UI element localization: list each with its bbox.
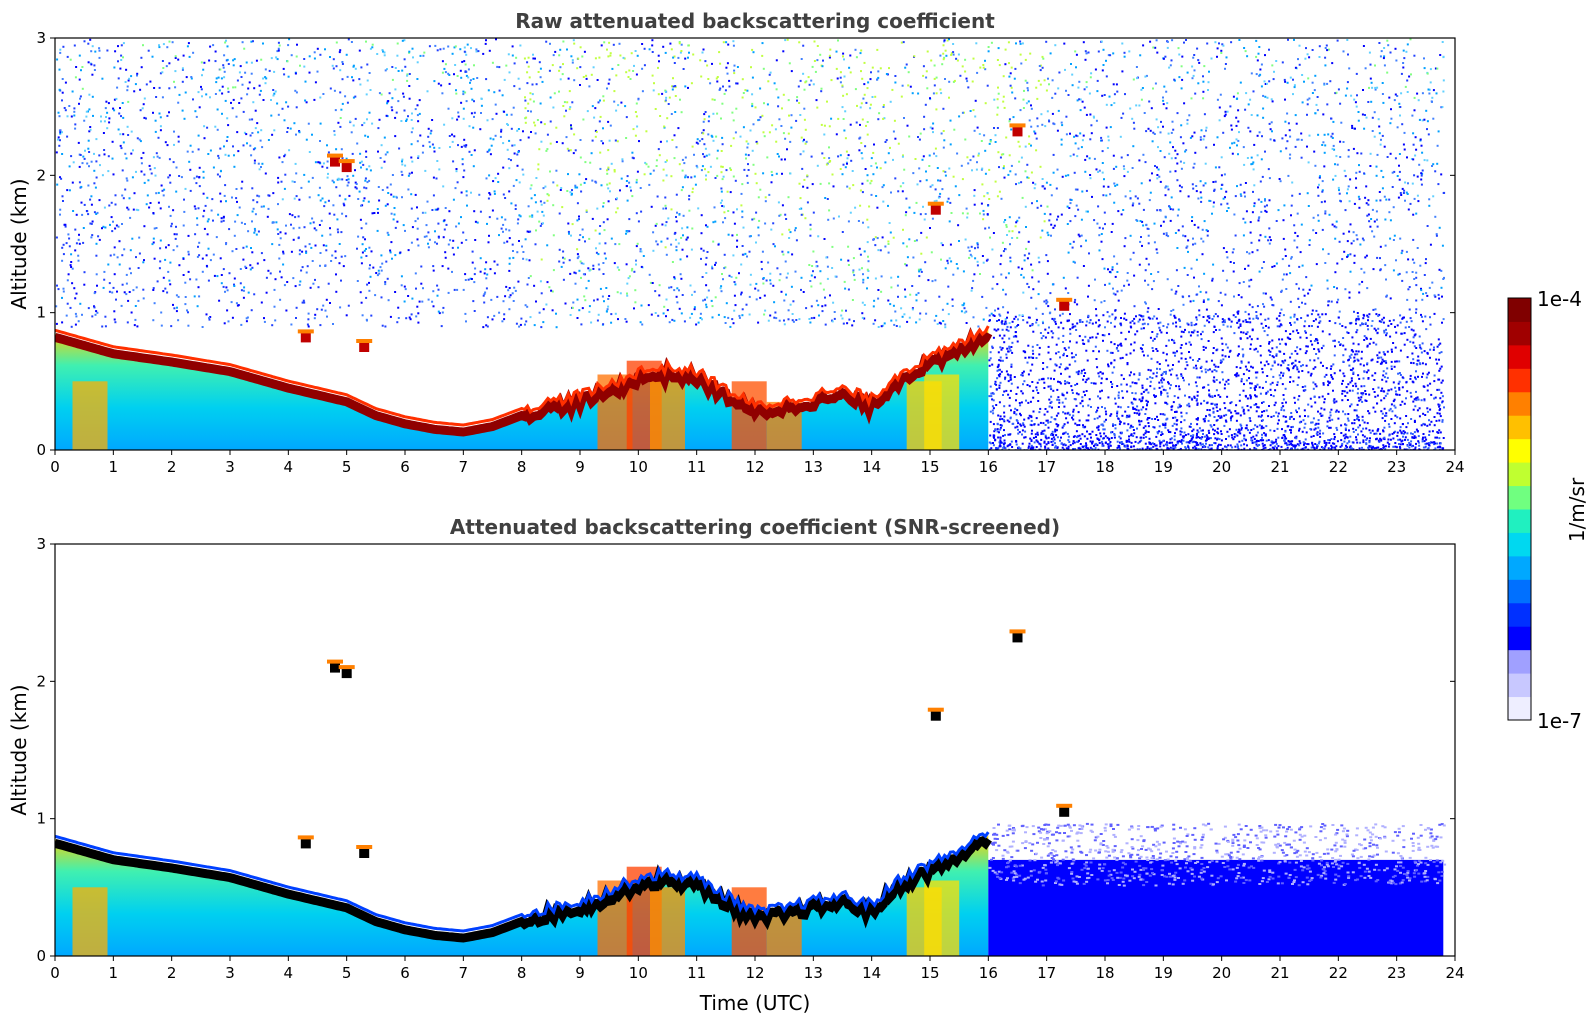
x-tick-label: 11 <box>687 964 706 982</box>
colorbar-swatch <box>1508 602 1531 627</box>
y-tick-label: 1 <box>36 304 46 322</box>
x-tick-label: 20 <box>1212 964 1231 982</box>
colorbar: 1e-4 1e-7 1/m/sr <box>1507 287 1589 733</box>
colorbar-max-label: 1e-4 <box>1537 287 1582 311</box>
colorbar-swatch <box>1508 391 1531 416</box>
x-tick-label: 15 <box>920 458 939 476</box>
x-tick-label: 5 <box>342 964 352 982</box>
x-tick-label: 2 <box>167 458 177 476</box>
x-tick-label: 19 <box>1154 964 1173 982</box>
top-chart-title: Raw attenuated backscattering coefficien… <box>515 9 995 33</box>
x-tick-label: 13 <box>804 964 823 982</box>
y-tick-label: 1 <box>36 810 46 828</box>
colorbar-swatch <box>1508 415 1531 440</box>
x-tick-label: 18 <box>1095 964 1114 982</box>
x-tick-label: 12 <box>745 964 764 982</box>
y-tick-label: 3 <box>36 535 46 553</box>
colorbar-swatch <box>1508 532 1531 557</box>
x-tick-label: 16 <box>979 458 998 476</box>
x-tick-label: 17 <box>1037 458 1056 476</box>
colorbar-swatch <box>1508 321 1531 346</box>
colorbar-swatch <box>1508 555 1531 580</box>
bottom-x-axis-label: Time (UTC) <box>699 991 811 1015</box>
x-tick-label: 7 <box>459 458 469 476</box>
x-tick-label: 22 <box>1329 964 1348 982</box>
x-tick-label: 3 <box>225 458 235 476</box>
x-tick-label: 16 <box>979 964 998 982</box>
colorbar-swatch <box>1508 298 1531 322</box>
x-tick-label: 21 <box>1270 964 1289 982</box>
colorbar-swatch <box>1508 626 1531 651</box>
x-tick-label: 0 <box>50 964 60 982</box>
x-tick-label: 4 <box>284 964 294 982</box>
x-tick-label: 8 <box>517 458 527 476</box>
colorbar-swatch <box>1508 438 1531 463</box>
x-tick-label: 4 <box>284 458 294 476</box>
colorbar-unit-label: 1/m/sr <box>1565 477 1589 542</box>
x-tick-label: 24 <box>1445 458 1464 476</box>
x-tick-label: 1 <box>109 458 119 476</box>
colorbar-swatch <box>1508 696 1531 721</box>
colorbar-min-label: 1e-7 <box>1537 709 1582 733</box>
x-tick-label: 0 <box>50 458 60 476</box>
colorbar-frame <box>1507 297 1532 721</box>
top-y-axis-label: Altitude (km) <box>7 178 31 309</box>
x-tick-label: 14 <box>862 964 881 982</box>
x-tick-label: 6 <box>400 458 410 476</box>
x-tick-label: 11 <box>687 458 706 476</box>
x-tick-label: 6 <box>400 964 410 982</box>
x-tick-label: 10 <box>629 458 648 476</box>
top-y-axis: 0 1 2 3 <box>36 29 1455 459</box>
x-tick-label: 18 <box>1095 458 1114 476</box>
x-tick-label: 9 <box>575 458 585 476</box>
top-plot-area <box>55 38 1446 450</box>
bottom-plot-area <box>55 629 1447 956</box>
x-tick-label: 23 <box>1387 458 1406 476</box>
y-tick-label: 0 <box>36 441 46 459</box>
colorbar-scale <box>1508 298 1531 721</box>
colorbar-swatch <box>1508 509 1531 533</box>
bottom-panel: Attenuated backscattering coefficient (S… <box>7 515 1465 1015</box>
bottom-x-axis: 0 1 2 3 4 5 6 7 8 9 10 11 12 13 14 15 16 17 18 19 20 21 22 23 24 <box>50 956 1465 982</box>
colorbar-swatch <box>1508 485 1531 510</box>
colorbar-swatch <box>1508 344 1531 369</box>
x-tick-label: 1 <box>109 964 119 982</box>
y-tick-label: 2 <box>36 672 46 690</box>
x-tick-label: 7 <box>459 964 469 982</box>
x-tick-label: 13 <box>804 458 823 476</box>
colorbar-swatch <box>1508 462 1531 487</box>
x-tick-label: 2 <box>167 964 177 982</box>
colorbar-swatch <box>1508 673 1531 698</box>
colorbar-swatch <box>1508 649 1531 674</box>
x-tick-label: 10 <box>629 964 648 982</box>
top-panel: Raw attenuated backscattering coefficien… <box>7 9 1465 476</box>
x-tick-label: 17 <box>1037 964 1056 982</box>
x-tick-label: 12 <box>745 458 764 476</box>
x-tick-label: 21 <box>1270 458 1289 476</box>
x-tick-label: 19 <box>1154 458 1173 476</box>
x-tick-label: 15 <box>920 964 939 982</box>
x-tick-label: 20 <box>1212 458 1231 476</box>
y-tick-label: 0 <box>36 947 46 965</box>
x-tick-label: 22 <box>1329 458 1348 476</box>
y-tick-label: 2 <box>36 166 46 184</box>
x-tick-label: 24 <box>1445 964 1464 982</box>
top-x-axis: 0 1 2 3 4 5 6 7 8 9 10 11 12 13 14 15 16 17 18 19 20 21 22 23 24 <box>50 450 1465 476</box>
colorbar-swatch <box>1508 579 1531 604</box>
x-tick-label: 5 <box>342 458 352 476</box>
x-tick-label: 9 <box>575 964 585 982</box>
x-tick-label: 23 <box>1387 964 1406 982</box>
colorbar-swatch <box>1508 368 1531 393</box>
y-tick-label: 3 <box>36 29 46 47</box>
x-tick-label: 3 <box>225 964 235 982</box>
x-tick-label: 14 <box>862 458 881 476</box>
bottom-chart-title: Attenuated backscattering coefficient (S… <box>450 515 1060 539</box>
bottom-y-axis: 0 1 2 3 <box>36 535 1455 965</box>
x-tick-label: 8 <box>517 964 527 982</box>
bottom-y-axis-label: Altitude (km) <box>7 684 31 815</box>
